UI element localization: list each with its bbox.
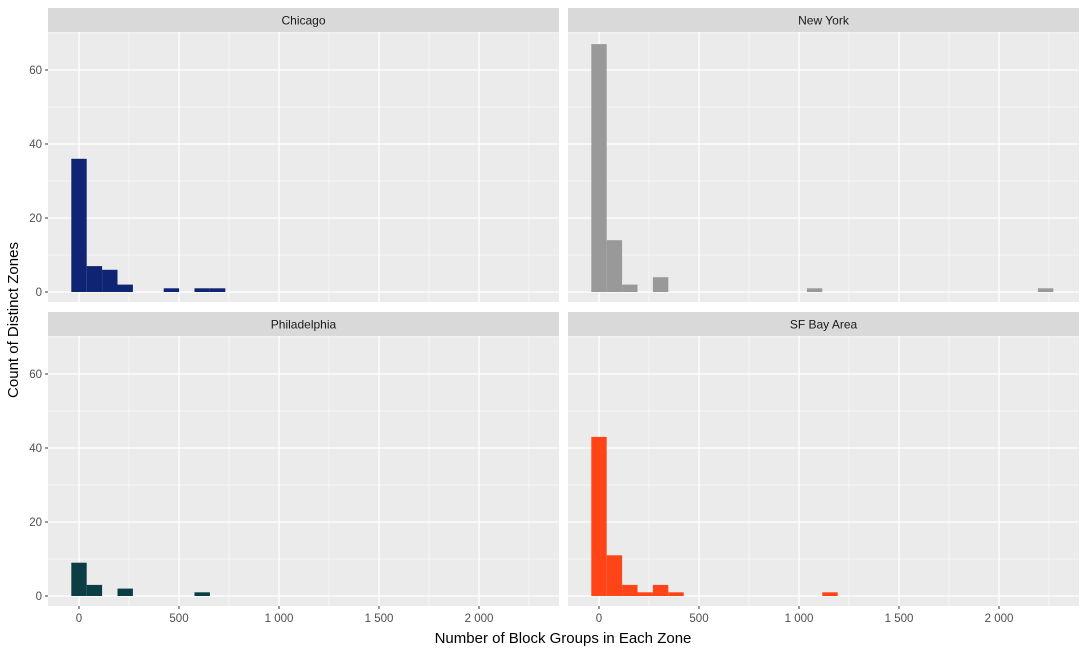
facet-strip (48, 8, 559, 32)
histogram-bar (86, 584, 103, 596)
histogram-bar (1037, 288, 1054, 292)
facet-strip (568, 312, 1079, 336)
facet-strip-label: Chicago (281, 14, 325, 28)
y-tick-label: 40 (29, 443, 42, 455)
histogram-bar (822, 592, 838, 596)
facet-strip (568, 8, 1079, 32)
x-tick-label: 1 500 (885, 613, 914, 625)
histogram-bar (102, 269, 118, 292)
histogram-bar (117, 588, 133, 596)
histogram-bar (71, 562, 87, 596)
histogram-bar (591, 436, 607, 596)
histogram-bar (606, 555, 623, 596)
histogram-bar (163, 288, 180, 292)
histogram-bar (652, 277, 669, 292)
panel-background (568, 32, 1079, 302)
histogram-bar (194, 592, 210, 596)
x-tick-label: 500 (689, 613, 708, 625)
y-tick-label: 40 (29, 139, 42, 151)
histogram-bar (194, 288, 210, 292)
facet-strip (48, 312, 559, 336)
panel-background (568, 336, 1079, 606)
histogram-bar (622, 284, 638, 292)
histogram-bar (606, 240, 623, 292)
x-tick-label: 500 (169, 613, 188, 625)
histogram-bar (637, 592, 653, 596)
x-tick-label: 1 000 (265, 613, 294, 625)
panel-background (48, 336, 559, 606)
histogram-bar (117, 284, 133, 292)
y-tick-label: 20 (29, 213, 42, 225)
x-tick-label: 2 000 (985, 613, 1014, 625)
y-tick-label: 60 (29, 65, 42, 77)
histogram-bar (622, 584, 638, 596)
x-tick-label: 1 000 (785, 613, 814, 625)
panel-background (48, 32, 559, 302)
x-tick-label: 1 500 (365, 613, 394, 625)
histogram-bar (591, 44, 607, 292)
facet-sf-bay-area: SF Bay Area 0 500 1 000 1 500 2 000 (568, 312, 1079, 625)
facet-new-york: New York (568, 8, 1079, 302)
facet-philadelphia: Philadelphia 0 20 40 60 0 500 1 000 1 500 2 000 (29, 312, 559, 625)
facet-strip-label: Philadelphia (271, 318, 337, 332)
histogram-bar (209, 288, 226, 292)
y-tick-label: 20 (29, 517, 42, 529)
histogram-bar (86, 266, 103, 292)
facet-strip-label: SF Bay Area (790, 318, 858, 332)
x-axis-title: Number of Block Groups in Each Zone (435, 630, 692, 647)
x-tick-label: 0 (76, 613, 82, 625)
histogram-bar (806, 288, 823, 292)
histogram-bar (652, 584, 669, 596)
x-tick-label: 0 (596, 613, 602, 625)
histogram-bar (668, 592, 684, 596)
y-tick-label: 0 (36, 287, 42, 299)
histogram-bar (71, 158, 87, 292)
y-tick-label: 60 (29, 369, 42, 381)
facet-strip-label: New York (798, 14, 850, 28)
facet-chicago: Chicago 0 20 40 60 (29, 8, 559, 302)
y-tick-label: 0 (36, 591, 42, 603)
y-axis-title: Count of Distinct Zones (5, 242, 22, 398)
x-tick-label: 2 000 (465, 613, 494, 625)
